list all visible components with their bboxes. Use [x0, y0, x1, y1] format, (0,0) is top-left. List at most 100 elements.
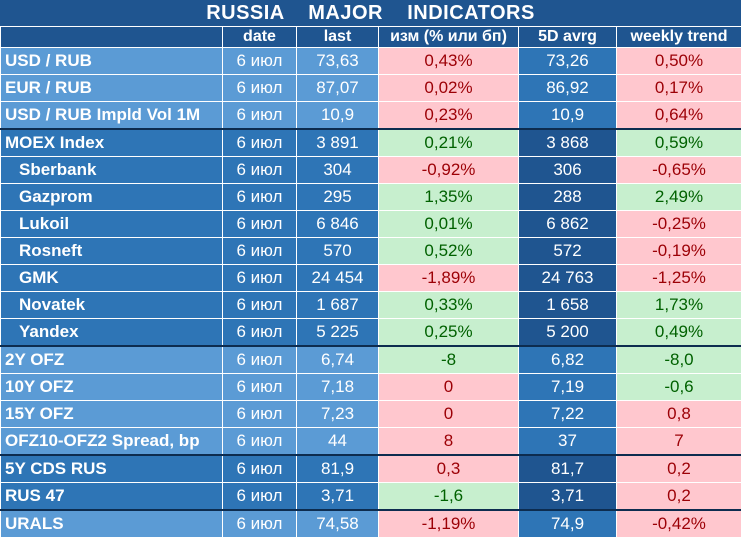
row-name: URALS [1, 510, 223, 538]
row-weekly-trend: -0,19% [617, 238, 741, 265]
row-name: USD / RUB Impld Vol 1M [1, 102, 223, 130]
row-5d-avg: 37 [519, 428, 617, 456]
row-last: 3 891 [297, 129, 379, 157]
row-change: 0,33% [379, 292, 519, 319]
row-last: 7,18 [297, 374, 379, 401]
row-change: 0,01% [379, 211, 519, 238]
row-weekly-trend: 0,59% [617, 129, 741, 157]
row-name: OFZ10-OFZ2 Spread, bp [1, 428, 223, 456]
sheet-title: RUSSIA MAJOR INDICATORS [0, 0, 741, 26]
header-date: date [223, 27, 297, 48]
row-name: Novatek [1, 292, 223, 319]
row-date: 6 июл [223, 184, 297, 211]
row-last: 7,23 [297, 401, 379, 428]
row-last: 24 454 [297, 265, 379, 292]
row-5d-avg: 3 868 [519, 129, 617, 157]
row-date: 6 июл [223, 319, 297, 347]
row-last: 87,07 [297, 75, 379, 102]
row-change: -1,89% [379, 265, 519, 292]
row-date: 6 июл [223, 238, 297, 265]
row-date: 6 июл [223, 374, 297, 401]
row-last: 6 846 [297, 211, 379, 238]
row-change: 8 [379, 428, 519, 456]
row-last: 3,71 [297, 483, 379, 511]
row-name: GMK [1, 265, 223, 292]
row-change: 0,3 [379, 455, 519, 483]
row-5d-avg: 288 [519, 184, 617, 211]
row-date: 6 июл [223, 346, 297, 374]
row-name: 5Y CDS RUS [1, 455, 223, 483]
row-date: 6 июл [223, 211, 297, 238]
row-last: 1 687 [297, 292, 379, 319]
row-weekly-trend: 1,73% [617, 292, 741, 319]
row-5d-avg: 73,26 [519, 48, 617, 75]
row-date: 6 июл [223, 102, 297, 130]
row-change: -1,6 [379, 483, 519, 511]
indicators-table: date last изм (% или бп) 5D avrg weekly … [0, 26, 741, 538]
header-5d-avg: 5D avrg [519, 27, 617, 48]
row-date: 6 июл [223, 265, 297, 292]
row-last: 295 [297, 184, 379, 211]
row-last: 81,9 [297, 455, 379, 483]
row-weekly-trend: -0,42% [617, 510, 741, 538]
row-weekly-trend: -1,25% [617, 265, 741, 292]
row-last: 570 [297, 238, 379, 265]
row-5d-avg: 306 [519, 157, 617, 184]
row-date: 6 июл [223, 48, 297, 75]
row-weekly-trend: 0,17% [617, 75, 741, 102]
row-change: -0,92% [379, 157, 519, 184]
row-change: 1,35% [379, 184, 519, 211]
row-last: 44 [297, 428, 379, 456]
row-weekly-trend: 0,8 [617, 401, 741, 428]
row-name: Gazprom [1, 184, 223, 211]
row-name: EUR / RUB [1, 75, 223, 102]
row-weekly-trend: 0,2 [617, 455, 741, 483]
row-name: Yandex [1, 319, 223, 347]
row-5d-avg: 6 862 [519, 211, 617, 238]
row-weekly-trend: 0,49% [617, 319, 741, 347]
header-change: изм (% или бп) [379, 27, 519, 48]
row-change: 0 [379, 374, 519, 401]
row-name: Lukoil [1, 211, 223, 238]
row-5d-avg: 7,22 [519, 401, 617, 428]
row-name: 2Y OFZ [1, 346, 223, 374]
row-weekly-trend: -8,0 [617, 346, 741, 374]
row-5d-avg: 74,9 [519, 510, 617, 538]
row-name: 15Y OFZ [1, 401, 223, 428]
row-name: RUS 47 [1, 483, 223, 511]
row-change: 0,23% [379, 102, 519, 130]
row-weekly-trend: -0,6 [617, 374, 741, 401]
row-5d-avg: 10,9 [519, 102, 617, 130]
row-date: 6 июл [223, 428, 297, 456]
row-5d-avg: 86,92 [519, 75, 617, 102]
header-last: last [297, 27, 379, 48]
row-5d-avg: 5 200 [519, 319, 617, 347]
row-date: 6 июл [223, 510, 297, 538]
row-date: 6 июл [223, 157, 297, 184]
row-date: 6 июл [223, 75, 297, 102]
row-last: 5 225 [297, 319, 379, 347]
row-change: -8 [379, 346, 519, 374]
row-last: 6,74 [297, 346, 379, 374]
row-change: 0,02% [379, 75, 519, 102]
row-change: 0 [379, 401, 519, 428]
header-name [1, 27, 223, 48]
row-change: 0,52% [379, 238, 519, 265]
row-name: MOEX Index [1, 129, 223, 157]
row-5d-avg: 1 658 [519, 292, 617, 319]
row-5d-avg: 24 763 [519, 265, 617, 292]
row-weekly-trend: 0,50% [617, 48, 741, 75]
row-date: 6 июл [223, 129, 297, 157]
